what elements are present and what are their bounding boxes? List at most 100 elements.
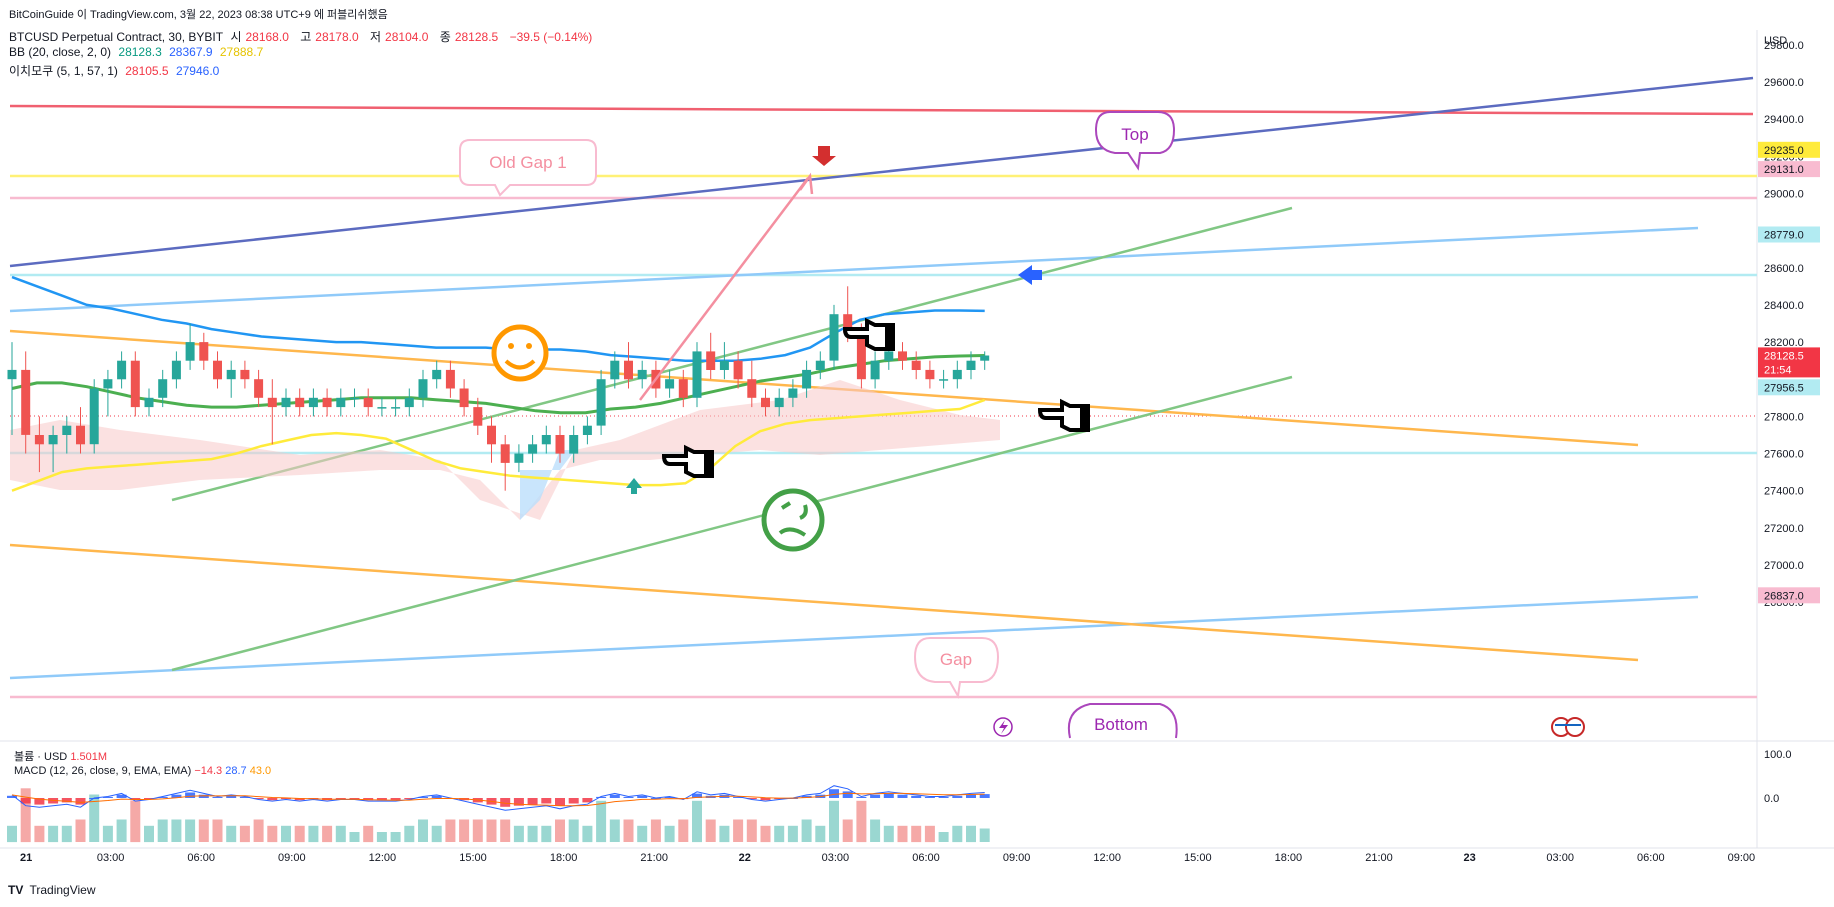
macd-hist-bar bbox=[500, 798, 511, 807]
volume-bar bbox=[116, 819, 127, 842]
volume-bar bbox=[459, 819, 470, 842]
candle-body bbox=[103, 379, 113, 389]
volume-bar bbox=[609, 819, 620, 842]
candle-body bbox=[7, 369, 17, 380]
time-tick: 18:00 bbox=[1275, 852, 1303, 864]
time-tick: 15:00 bbox=[459, 852, 487, 864]
volume-legend[interactable]: 볼륨 · USD 1.501M bbox=[14, 748, 107, 764]
volume-bar bbox=[185, 819, 196, 842]
candle-body bbox=[815, 360, 825, 370]
time-tick: 22 bbox=[739, 852, 751, 864]
red-down-arrow-icon bbox=[812, 146, 836, 166]
confused-face-icon bbox=[761, 488, 825, 552]
macd-hist-bar bbox=[883, 793, 894, 798]
volume-bar bbox=[404, 825, 415, 843]
time-tick: 03:00 bbox=[97, 852, 125, 864]
candle-body bbox=[213, 360, 222, 380]
candle-body bbox=[500, 444, 510, 463]
lightning-event-icon bbox=[993, 717, 1013, 737]
macd-hist-bar bbox=[568, 798, 579, 804]
time-tick: 06:00 bbox=[187, 852, 215, 864]
volume-bar bbox=[596, 800, 607, 843]
candle-body bbox=[267, 397, 277, 408]
candle-body bbox=[130, 360, 140, 408]
ichimoku-legend[interactable]: 이치모쿠 (5, 1, 57, 1) 28105.5 27946.0 bbox=[9, 62, 223, 79]
bb-legend[interactable]: BB (20, close, 2, 0) 28128.3 28367.9 278… bbox=[9, 45, 267, 59]
candle-body bbox=[980, 355, 990, 361]
projection-arrow-line bbox=[639, 177, 809, 401]
candle-body bbox=[62, 425, 72, 435]
volume-bar bbox=[829, 800, 839, 843]
candle-body bbox=[76, 425, 85, 445]
orange-channel-bottom bbox=[9, 543, 1639, 662]
volume-bar bbox=[431, 825, 442, 843]
candle-body bbox=[363, 397, 373, 408]
volume-bar bbox=[130, 800, 141, 843]
candle-body bbox=[582, 425, 592, 435]
publisher-attribution: BitCoinGuide 이 TradingView.com, 3월 22, 2… bbox=[9, 9, 388, 21]
candle-body bbox=[610, 360, 620, 380]
macd-hist-bar bbox=[924, 796, 935, 798]
upper-trendline bbox=[9, 76, 1754, 268]
volume-bar bbox=[664, 825, 675, 843]
bb-lower-value: 27888.7 bbox=[219, 45, 264, 59]
macd-legend[interactable]: MACD (12, 26, close, 9, EMA, EMA) −14.3 … bbox=[14, 765, 271, 777]
tradingview-footer[interactable]: TV TradingView bbox=[8, 883, 96, 897]
symbol-title[interactable]: BTCUSD Perpetual Contract, 30, BYBIT bbox=[9, 30, 224, 44]
volume-bar bbox=[527, 825, 538, 843]
macd-hist-bar bbox=[253, 798, 264, 800]
candle-body bbox=[774, 397, 784, 408]
macd-hist-bar bbox=[116, 794, 127, 798]
volume-bar bbox=[20, 788, 31, 843]
close-label: 종 bbox=[439, 30, 451, 44]
macd-hist-bar bbox=[34, 798, 45, 805]
macd-hist-bar bbox=[801, 795, 812, 798]
macd-hist-bar bbox=[527, 798, 538, 805]
macd-hist-bar bbox=[746, 798, 757, 800]
tradingview-brand: TradingView bbox=[29, 883, 96, 897]
price-tick: 29800.0 bbox=[1764, 40, 1804, 52]
volume-bar bbox=[376, 832, 387, 842]
candle-body bbox=[856, 332, 866, 380]
macd-hist-bar bbox=[760, 798, 771, 801]
price-tag-value: 29131.0 bbox=[1764, 164, 1804, 176]
bottom-label: Bottom bbox=[1094, 715, 1148, 734]
volume-bar bbox=[815, 825, 826, 843]
ichimoku-cloud-bear bbox=[10, 380, 1000, 520]
candle-body bbox=[898, 351, 907, 361]
high-value: 28178.0 bbox=[315, 30, 359, 44]
price-tag-value: 26837.0 bbox=[1764, 590, 1804, 602]
volume-bar bbox=[267, 825, 278, 843]
candle-body bbox=[377, 407, 387, 409]
volume-bar bbox=[144, 825, 154, 843]
volume-bar bbox=[418, 819, 428, 842]
candle-body bbox=[870, 360, 880, 380]
price-tag-bg bbox=[1758, 161, 1820, 178]
candle-body bbox=[596, 379, 606, 426]
candle-body bbox=[418, 379, 428, 398]
price-tag-bg bbox=[1758, 587, 1820, 604]
bb-basis-value: 28128.3 bbox=[118, 45, 162, 59]
macd-tick: 0.0 bbox=[1764, 793, 1779, 805]
candle-body bbox=[404, 397, 414, 408]
price-tick: 27400.0 bbox=[1764, 486, 1804, 498]
green-channel-bottom bbox=[171, 375, 1293, 672]
candle-body bbox=[514, 453, 524, 463]
ohlc-open: 시 28168.0 bbox=[230, 30, 292, 44]
candle-body bbox=[89, 388, 99, 445]
macd-value: 28.7 bbox=[225, 765, 247, 777]
ichimoku-cloud-bull bbox=[520, 450, 575, 520]
price-tags: 29235.0 29131.0 28779.0 28128.5 21:54 27956.5… bbox=[1758, 141, 1820, 604]
macd-tick: 100.0 bbox=[1764, 749, 1792, 761]
volume-bar bbox=[7, 825, 17, 843]
volume-bar bbox=[787, 825, 798, 843]
candle-body bbox=[678, 379, 688, 398]
open-value: 28168.0 bbox=[245, 30, 289, 44]
candle-body bbox=[692, 351, 702, 398]
macd-hist-bar bbox=[198, 794, 209, 798]
candle-body bbox=[541, 435, 551, 445]
time-tick: 09:00 bbox=[1003, 852, 1031, 864]
blue-left-arrow-icon bbox=[1018, 265, 1042, 285]
macd-hist-bar bbox=[513, 798, 524, 806]
